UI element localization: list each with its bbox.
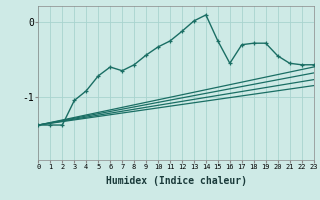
X-axis label: Humidex (Indice chaleur): Humidex (Indice chaleur): [106, 176, 246, 186]
